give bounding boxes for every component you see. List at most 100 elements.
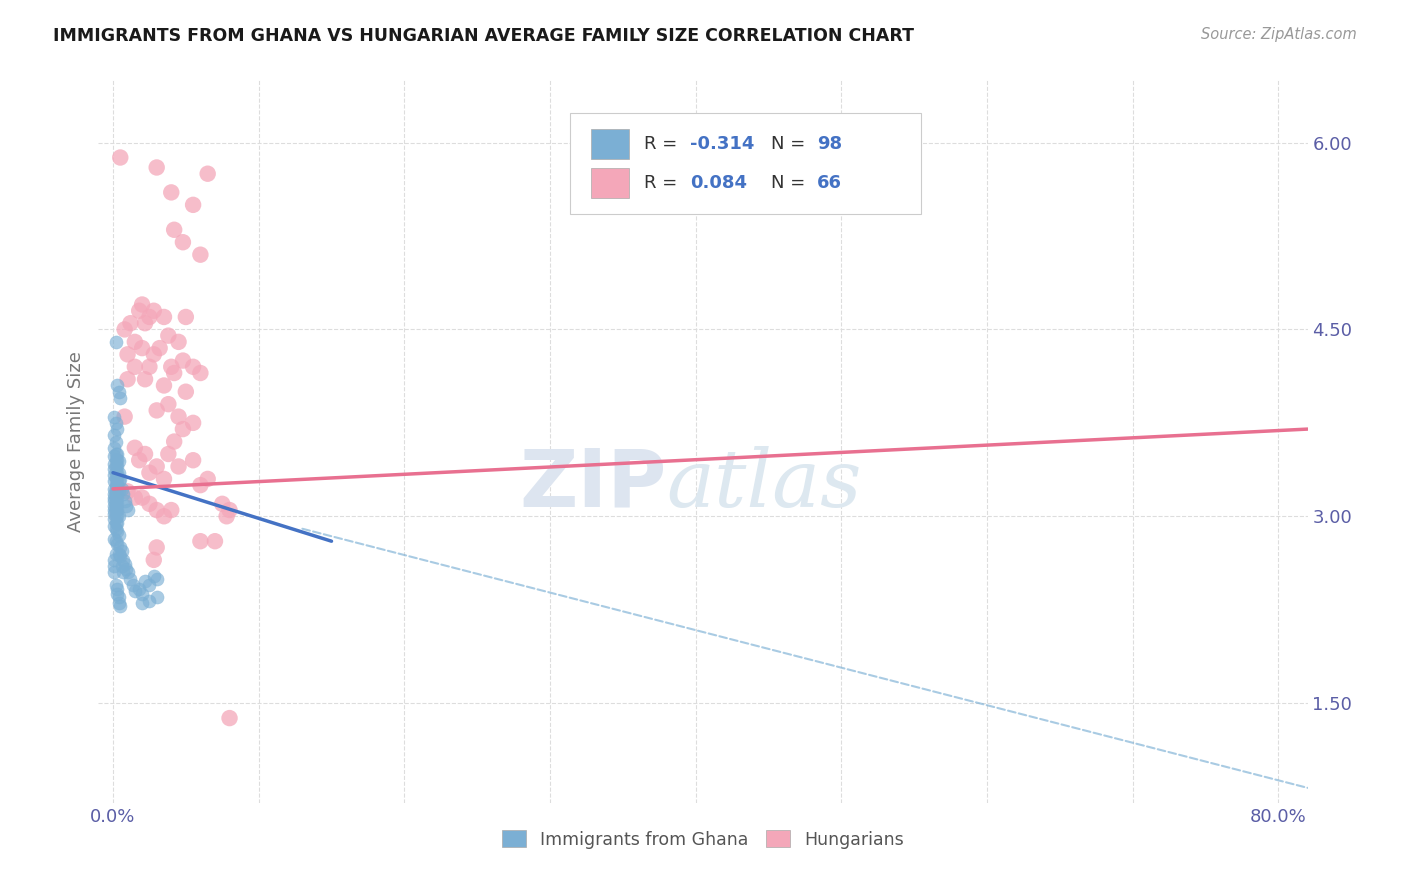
Point — [174, 384, 197, 399]
Point — [117, 503, 139, 517]
Point — [128, 453, 150, 467]
Point — [138, 594, 160, 608]
FancyBboxPatch shape — [591, 168, 630, 198]
Point — [110, 151, 132, 165]
Point — [181, 416, 204, 430]
Point — [114, 557, 136, 571]
Point — [105, 466, 128, 480]
Point — [167, 459, 190, 474]
Point — [104, 500, 127, 514]
Point — [153, 310, 176, 324]
Point — [160, 186, 183, 200]
Point — [108, 509, 131, 524]
Point — [163, 434, 186, 449]
Point — [110, 484, 132, 499]
Point — [142, 303, 165, 318]
Text: R =: R = — [644, 174, 683, 192]
Point — [103, 559, 125, 574]
Point — [103, 468, 125, 483]
Point — [190, 478, 212, 492]
Text: IMMIGRANTS FROM GHANA VS HUNGARIAN AVERAGE FAMILY SIZE CORRELATION CHART: IMMIGRANTS FROM GHANA VS HUNGARIAN AVERA… — [53, 27, 914, 45]
Point — [120, 316, 142, 330]
Point — [105, 453, 128, 467]
Point — [131, 597, 153, 611]
Point — [104, 516, 127, 530]
Text: N =: N = — [770, 174, 811, 192]
Point — [145, 161, 167, 175]
Point — [145, 403, 167, 417]
Point — [131, 586, 153, 600]
Point — [104, 472, 127, 486]
Point — [181, 359, 204, 374]
Point — [108, 484, 131, 499]
Point — [138, 310, 160, 324]
Point — [138, 466, 160, 480]
FancyBboxPatch shape — [569, 112, 921, 214]
Point — [103, 512, 125, 526]
Point — [110, 599, 132, 613]
Point — [111, 544, 134, 558]
Point — [197, 167, 219, 181]
Point — [112, 553, 135, 567]
Point — [134, 447, 156, 461]
Point — [117, 484, 139, 499]
Point — [105, 497, 128, 511]
Point — [218, 711, 240, 725]
Point — [124, 441, 146, 455]
Point — [128, 582, 150, 596]
Point — [104, 578, 127, 592]
Point — [104, 522, 127, 536]
Point — [103, 409, 125, 424]
Point — [103, 500, 125, 514]
Text: -0.314: -0.314 — [690, 135, 754, 153]
Point — [149, 341, 172, 355]
Point — [138, 578, 160, 592]
Point — [145, 459, 167, 474]
Point — [108, 454, 131, 468]
Point — [142, 347, 165, 361]
Point — [105, 378, 128, 392]
Point — [174, 310, 197, 324]
Point — [153, 472, 176, 486]
Point — [167, 409, 190, 424]
Point — [124, 334, 146, 349]
Point — [103, 566, 125, 580]
Point — [172, 235, 194, 250]
Point — [104, 487, 127, 501]
Point — [111, 559, 134, 574]
Point — [211, 497, 233, 511]
Point — [105, 524, 128, 539]
Point — [104, 466, 127, 480]
Point — [114, 322, 136, 336]
Point — [104, 534, 127, 549]
Point — [145, 572, 167, 586]
Point — [104, 434, 127, 449]
Point — [153, 378, 176, 392]
FancyBboxPatch shape — [591, 128, 630, 159]
Point — [117, 566, 139, 580]
Point — [105, 491, 128, 505]
Point — [103, 457, 125, 471]
Point — [104, 478, 127, 492]
Point — [160, 503, 183, 517]
Point — [108, 591, 131, 605]
Point — [167, 334, 190, 349]
Point — [190, 248, 212, 262]
Point — [114, 409, 136, 424]
Point — [105, 586, 128, 600]
Point — [110, 472, 132, 486]
Point — [153, 509, 176, 524]
Point — [128, 303, 150, 318]
Point — [108, 597, 131, 611]
Point — [120, 572, 142, 586]
Point — [131, 491, 153, 505]
Point — [103, 491, 125, 505]
Text: N =: N = — [770, 135, 811, 153]
Point — [134, 574, 156, 588]
Point — [145, 591, 167, 605]
Point — [172, 353, 194, 368]
Point — [108, 547, 131, 561]
Point — [138, 497, 160, 511]
Point — [138, 359, 160, 374]
Point — [103, 519, 125, 533]
